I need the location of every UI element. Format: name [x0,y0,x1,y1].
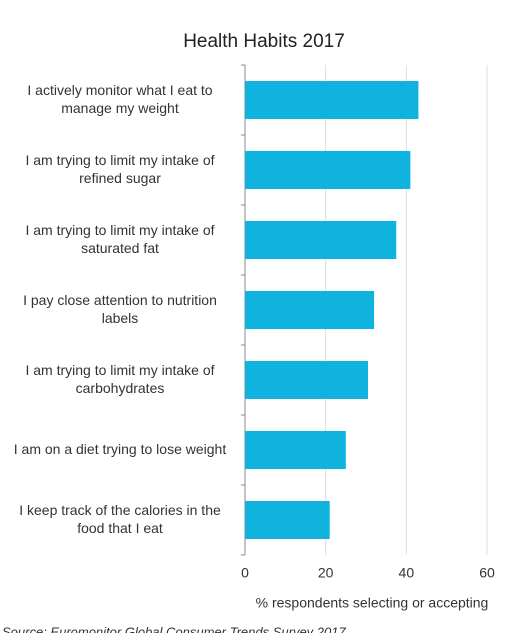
label-line: I pay close attention to nutrition [23,292,217,308]
bar [245,501,330,539]
label-line: I keep track of the calories in the [19,502,221,518]
y-tick-label: I am on a diet trying to lose weight [14,441,227,457]
label-line: carbohydrates [76,380,165,396]
x-tick-label: 40 [399,565,415,581]
x-tick-label: 20 [318,565,334,581]
label-line: manage my weight [61,100,179,116]
x-tick-label: 60 [479,565,495,581]
label-line: refined sugar [79,170,161,186]
y-tick-label: I am trying to limit my intake of saturat… [25,222,214,256]
y-tick-label: I pay close attention to nutrition labels [23,292,217,326]
bar [245,151,411,189]
label-line: labels [102,310,139,326]
source-note: Source: Euromonitor Global Consumer Tren… [2,624,346,633]
bar [245,221,397,259]
y-tick-label: I am trying to limit my intake of carbohy… [25,362,214,396]
label-line: food that I eat [77,520,163,536]
bar [245,81,419,119]
bar [245,291,375,329]
label-line: saturated fat [81,240,159,256]
y-tick-label: I actively monitor what I eat to manage m… [27,82,212,116]
y-tick-label: I keep track of the calories in the food … [19,502,221,536]
x-axis-title: % respondents selecting or accepting [256,595,489,611]
label-line: I am trying to limit my intake of [25,222,214,238]
label-line: I am trying to limit my intake of [25,152,214,168]
label-line: I am on a diet trying to lose weight [14,441,227,457]
y-tick-label: I am trying to limit my intake of refined… [25,152,214,186]
chart-title: Health Habits 2017 [183,31,345,52]
bar [245,431,346,469]
x-tick-label: 0 [241,565,249,581]
label-line: I am trying to limit my intake of [25,362,214,378]
label-line: I actively monitor what I eat to [27,82,212,98]
bar [245,361,369,399]
